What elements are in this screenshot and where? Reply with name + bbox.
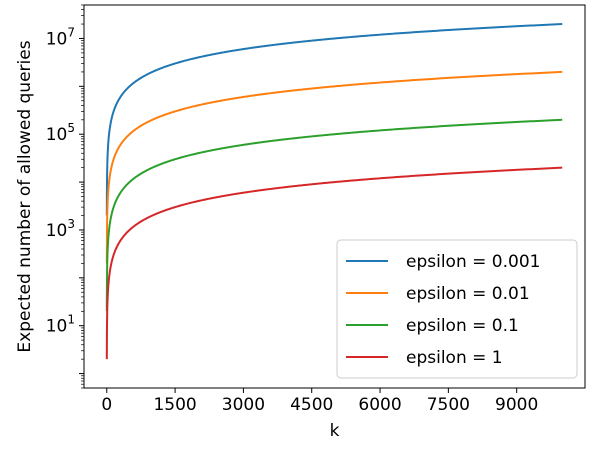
y-tick-label: 103: [46, 217, 75, 241]
legend-label: epsilon = 1: [406, 348, 503, 368]
legend-label: epsilon = 0.01: [406, 284, 530, 304]
y-tick-label: 107: [46, 25, 75, 49]
x-axis-ticks: 0 1500 3000 4500 6000 7500 9000: [101, 388, 538, 415]
y-tick-label: 101: [46, 313, 75, 337]
x-tick-label: 4500: [290, 395, 333, 415]
legend-box: [336, 239, 578, 379]
legend-label: epsilon = 0.001: [406, 252, 540, 272]
x-tick-label: 9000: [495, 395, 538, 415]
y-axis-ticks: 101 103 105 107: [46, 4, 84, 389]
series-line-1: [105, 70, 563, 264]
x-tick-label: 7500: [427, 395, 470, 415]
y-axis-label: Expected number of allowed queries: [15, 40, 35, 352]
y-tick-label: 105: [46, 121, 75, 145]
x-tick-label: 0: [101, 395, 112, 415]
series-line-2: [105, 118, 563, 312]
x-axis-label: k: [330, 421, 340, 441]
legend-label: epsilon = 0.1: [406, 316, 519, 336]
series-line-0: [105, 23, 563, 216]
series-line-3: [105, 166, 563, 360]
legend: epsilon = 0.001 epsilon = 0.01 epsilon = 0…: [336, 239, 578, 379]
x-tick-label: 6000: [358, 395, 401, 415]
x-tick-label: 3000: [222, 395, 265, 415]
x-tick-label: 1500: [153, 395, 196, 415]
series-layer: [105, 23, 563, 360]
